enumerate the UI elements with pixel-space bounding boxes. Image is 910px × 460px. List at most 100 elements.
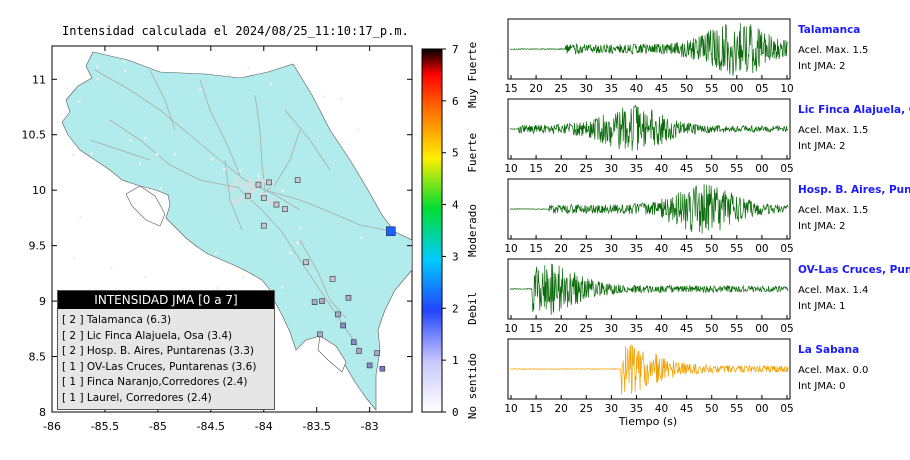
waveform-trace bbox=[509, 104, 789, 151]
network-dot bbox=[250, 190, 254, 194]
network-dot bbox=[299, 226, 302, 229]
network-dot bbox=[235, 201, 239, 205]
station-marker bbox=[255, 181, 262, 188]
waveform-tick-label: 25 bbox=[580, 243, 593, 255]
costa-rica-landmass-fill bbox=[61, 51, 412, 411]
network-dot bbox=[257, 177, 261, 181]
station-name: Lic Finca Alajuela, Osa bbox=[798, 104, 910, 116]
network-dot bbox=[257, 174, 260, 178]
colorbar-tick-label: 2 bbox=[452, 302, 459, 315]
network-dot bbox=[270, 184, 274, 188]
waveform-tick-label: 50 bbox=[705, 323, 718, 335]
map-y-tick-label: 11 bbox=[32, 73, 46, 86]
network-dot bbox=[96, 65, 99, 68]
waveform-tick-label: 10 bbox=[780, 83, 793, 95]
map-x-tick-label: -83 bbox=[361, 420, 379, 433]
waveform-tick-label: 55 bbox=[730, 403, 743, 415]
waveform-tick-label: 05 bbox=[780, 163, 793, 175]
colorbar-tick-label: 5 bbox=[452, 147, 459, 160]
map-x-tick-label: -83.5 bbox=[302, 420, 330, 433]
network-dot bbox=[360, 236, 363, 239]
colorbar-tick-label: 1 bbox=[452, 354, 459, 367]
network-dot bbox=[231, 200, 235, 204]
waveform-trace bbox=[509, 23, 789, 76]
waveform-tick-label: 20 bbox=[554, 243, 567, 255]
waveform-frame bbox=[507, 338, 791, 400]
network-dot bbox=[96, 77, 100, 81]
network-dot bbox=[266, 201, 270, 205]
station-jma: Int JMA: 1 bbox=[798, 301, 846, 312]
legend-item: [ 1 ] Laurel, Corredores (2.4) bbox=[62, 391, 212, 404]
waveform-tick-label: 25 bbox=[580, 323, 593, 335]
network-dot bbox=[281, 286, 284, 289]
network-dot bbox=[214, 252, 217, 255]
network-dot bbox=[123, 69, 127, 73]
waveform-tick-label: 25 bbox=[554, 83, 567, 95]
station-marker bbox=[245, 192, 251, 199]
waveform-tick-label: 20 bbox=[554, 403, 567, 415]
network-dot bbox=[240, 195, 244, 199]
waveform-tick-label: 50 bbox=[680, 83, 693, 95]
network-dot bbox=[143, 136, 147, 140]
map-x-tick-label: -85 bbox=[149, 420, 167, 433]
waveform-tick-label: 15 bbox=[529, 243, 542, 255]
network-dot bbox=[239, 169, 242, 173]
waveform-tick-label: 30 bbox=[605, 323, 618, 335]
legend-list: [ 2 ] Talamanca (6.3) [ 2 ] Lic Finca Ala… bbox=[58, 309, 274, 406]
network-dot bbox=[77, 100, 81, 103]
map-x-tick-label: -86 bbox=[43, 420, 61, 433]
waveform-tick-label: 10 bbox=[504, 163, 517, 175]
network-dot bbox=[155, 153, 159, 156]
waveform-tick-label: 50 bbox=[705, 403, 718, 415]
network-dot bbox=[79, 216, 82, 219]
network-dot bbox=[248, 178, 252, 182]
waveform-panel: 10 15 20 25 30 35 40 45 50 55 00 05 Lic Finca Alajue… bbox=[504, 98, 910, 175]
waveform-tick-label: 25 bbox=[580, 403, 593, 415]
map-y-tick-label: 8.5 bbox=[29, 351, 47, 364]
waveform-tick-label: 30 bbox=[605, 403, 618, 415]
waveform-tick-label: 40 bbox=[655, 163, 668, 175]
network-dot bbox=[138, 162, 142, 165]
waveform-tick-label: 20 bbox=[554, 163, 567, 175]
network-dot bbox=[122, 60, 126, 63]
network-dot bbox=[228, 73, 231, 77]
station-marker bbox=[340, 322, 346, 329]
waveform-tick-label: 30 bbox=[605, 243, 618, 255]
waveform-tick-label: 45 bbox=[680, 163, 693, 175]
legend-item: [ 2 ] Talamanca (6.3) bbox=[62, 314, 172, 326]
station-accel: Acel. Max. 1.5 bbox=[798, 205, 868, 216]
colorbar-category-label: Moderado bbox=[466, 204, 479, 257]
waveform-tick-label: 40 bbox=[655, 323, 668, 335]
network-dot bbox=[269, 198, 273, 202]
network-dot bbox=[241, 275, 245, 279]
station-marker bbox=[294, 177, 301, 183]
network-dot bbox=[173, 152, 177, 156]
network-dot bbox=[72, 256, 76, 260]
network-dot bbox=[261, 192, 265, 196]
colorbar-tick-label: 0 bbox=[452, 406, 459, 419]
map-x-tick-label: -85.5 bbox=[91, 420, 119, 433]
station-name: La Sabana bbox=[798, 344, 859, 356]
network-dot bbox=[339, 97, 343, 101]
waveform-tick-label: 05 bbox=[780, 243, 793, 255]
waveform-tick-label: 20 bbox=[554, 323, 567, 335]
waveform-tick-label: 40 bbox=[655, 243, 668, 255]
map-y-tick-label: 10 bbox=[32, 184, 46, 197]
network-dot bbox=[255, 186, 259, 190]
map-y-axis: 11 10.5 10 9.5 9 8.5 8 bbox=[22, 73, 412, 419]
station-jma: Int JMA: 2 bbox=[798, 141, 846, 152]
waveform-tick-label: 10 bbox=[504, 323, 517, 335]
network-dot bbox=[247, 66, 250, 69]
map-y-tick-label: 8 bbox=[39, 406, 46, 419]
network-dot bbox=[234, 196, 238, 200]
waveform-tick-label: 00 bbox=[755, 403, 768, 415]
network-dot bbox=[234, 181, 238, 185]
waveform-tick-label: 45 bbox=[680, 323, 693, 335]
waveform-tick-label: 55 bbox=[730, 323, 743, 335]
waveform-tick-label: 45 bbox=[655, 83, 668, 95]
waveform-panel: 10 15 20 25 30 35 40 45 50 55 00 05 Hosp. B. Aires, … bbox=[504, 178, 910, 255]
network-dot bbox=[269, 82, 273, 85]
waveform-tick-label: 35 bbox=[630, 403, 643, 415]
intensity-legend: INTENSIDAD JMA [0 a 7] [ 2 ] Talamanca (… bbox=[57, 290, 275, 410]
